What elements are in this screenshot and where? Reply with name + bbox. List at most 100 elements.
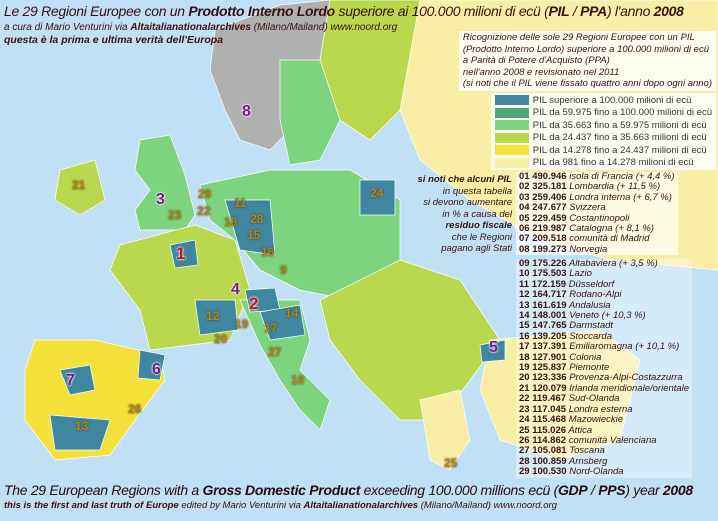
ranking-value: 219.987: [532, 223, 567, 235]
region-rank-label: 21: [72, 178, 86, 192]
info-line: Ricognizione delle sole 29 Regioni Europ…: [462, 32, 695, 43]
ranking-item: 17 137.391 Emiliaromagna (+ 10,1 %): [519, 342, 689, 352]
ranking-number: 25: [519, 424, 530, 436]
region-rank-label: 19: [235, 317, 249, 331]
ranking-region: Toscana: [569, 445, 605, 457]
ranking-item: 02 325.181 Lombardia (+ 11,5 %): [519, 182, 675, 192]
region-rank-label: 6: [152, 361, 161, 378]
credit-line: a cura di Mario Venturini via Altaitalia…: [4, 21, 684, 34]
ranking-number: 19: [519, 362, 530, 374]
note-line: in questa tabella: [442, 185, 512, 197]
ranking-region: Emiliaromagna (+ 10,1 %): [569, 341, 680, 353]
legend-label: PIL superiore a 100.000 milioni di ecü: [532, 94, 692, 106]
note-line: in % a causa del: [442, 208, 512, 220]
ranking-region: Londra interna (+ 6,7 %): [569, 191, 672, 203]
ranking-item: 27 105.081 Toscana: [519, 446, 689, 456]
ranking-item: 25 115.026 Attica: [519, 424, 689, 436]
ranking-region: Veneto (+ 10,3 %): [569, 310, 646, 322]
ranking-item: 15 147.765 Darmstadt: [519, 321, 689, 331]
ranking-region: Rodano-Alpi: [569, 289, 622, 301]
region-rank-label: 9: [280, 263, 287, 277]
ranking-item: 05 229.459 Costantinopoli: [519, 213, 675, 224]
note-line: si devono aumentare: [423, 197, 512, 208]
ranking-value: 100.859: [532, 455, 567, 467]
footer-separator: /: [587, 482, 599, 498]
ranking-item: 16 139.205 Stoccarda: [519, 331, 689, 342]
footer-credit-source: Altaitalianationalarchives: [303, 500, 419, 511]
region-rhone: [194, 299, 239, 336]
ranking-value: 175.503: [532, 268, 567, 280]
ranking-region: Svizzera: [569, 202, 606, 214]
region-greece: [419, 389, 471, 471]
ranking-item: 26 114.862 comunità Valenciana: [519, 434, 689, 446]
legend-label: PIL da 59.975 fino a 100.000 milioni di …: [532, 107, 712, 119]
ranking-number: 24: [519, 414, 530, 426]
title-emphasis: Prodotto Interno Lordo: [188, 3, 335, 19]
ranking-item: 24 115.468 Mazowieckie: [519, 414, 689, 426]
ranking-number: 15: [519, 320, 530, 332]
ranking-number: 04: [519, 202, 530, 214]
ranking-number: 12: [519, 289, 530, 301]
ranking-value: 115.026: [532, 424, 567, 436]
tagline: questa è la prima e ultima verità dell'E…: [4, 34, 223, 46]
ranking-value: 125.837: [532, 362, 567, 374]
region-rank-label: 29: [198, 187, 212, 201]
ranking-value: 161.619: [532, 299, 567, 311]
ranking-number: 01: [519, 171, 530, 182]
title-pil: PIL: [548, 3, 570, 19]
region-rank-label: 27: [268, 345, 282, 359]
region-northern-italy: [259, 304, 306, 341]
region-rank-label: 12: [206, 309, 220, 323]
footer-credit-text: (Milano/Mailand) www.noord.org: [418, 500, 557, 511]
ranking-item: 09 175.226 Altabaviera (+ 3,5 %): [519, 258, 689, 269]
region-rank-label: 26: [128, 402, 142, 416]
region-istanbul: [479, 339, 506, 363]
ranking-number: 21: [519, 382, 530, 394]
info-line: (si noti che il PIL viene fissato quattr…: [462, 78, 712, 89]
ranking-region: Andalusia: [568, 299, 611, 311]
ranking-value: 105.081: [532, 445, 567, 457]
ranking-region: Sud-Olanda: [568, 393, 620, 405]
region-rank-label: 8: [242, 103, 251, 120]
ranking-item: 29 100.530 Nord-Olanda: [519, 466, 689, 478]
ranking-region: Arnsberg: [568, 455, 608, 467]
region-sweden: [279, 59, 341, 166]
legend-swatch: [494, 145, 529, 156]
ranking-region: isola di Francia (+ 4,4 %): [569, 171, 675, 182]
title-year: 2008: [653, 3, 684, 19]
ranking-value: 114.862: [532, 434, 567, 446]
footer-text: ) year: [625, 482, 663, 498]
ranking-item: 22 119.467 Sud-Olanda: [519, 394, 689, 404]
ranking-list-rest: 09 175.226 Altabaviera (+ 3,5 %) 10 175.…: [516, 258, 693, 478]
ranking-region: Altabaviera (+ 3,5 %): [568, 258, 658, 269]
ranking-region: Nord-Olanda: [569, 466, 624, 478]
ranking-value: 490.946: [532, 171, 567, 182]
ranking-region: Piemonte: [569, 362, 610, 374]
ranking-number: 10: [519, 268, 530, 280]
ranking-region: Düsseldorf: [568, 278, 615, 290]
footer-tagline: this is the first and last truth of Euro…: [4, 500, 179, 511]
ranking-value: 120.079: [532, 382, 567, 394]
region-andalusia: [49, 414, 111, 451]
legend-label: PIL da 981 fino a 14.278 milioni di ecü: [532, 157, 694, 169]
region-rank-label: 7: [66, 372, 75, 389]
ranking-item: 10 175.503 Lazio: [519, 269, 689, 279]
ranking-region: Colonia: [569, 351, 602, 363]
credit-text: (Milano/Mailand) www.noord.org: [250, 22, 398, 33]
footer-text: The 29 European Regions with a: [4, 482, 203, 498]
fiscal-note: si noti che alcuni PIL in questa tabella s…: [404, 174, 513, 255]
ranking-number: 07: [519, 233, 530, 245]
footer: The 29 European Regions with a Gross Dom…: [4, 482, 693, 512]
region-rank-label: 20: [214, 332, 228, 346]
ranking-number: 18: [519, 351, 530, 363]
ranking-region: comunità di Madrid: [569, 233, 650, 245]
ranking-value: 147.765: [532, 320, 567, 332]
ranking-number: 20: [519, 372, 530, 384]
region-rank-label: 24: [370, 186, 384, 200]
credit-source: Altaitalianationalarchives: [130, 22, 251, 33]
region-rank-label: 4: [231, 281, 240, 298]
ranking-value: 137.391: [532, 341, 567, 353]
ranking-number: 14: [519, 310, 530, 322]
legend-swatch: [494, 120, 529, 131]
footer-pps: PPS: [598, 482, 626, 498]
